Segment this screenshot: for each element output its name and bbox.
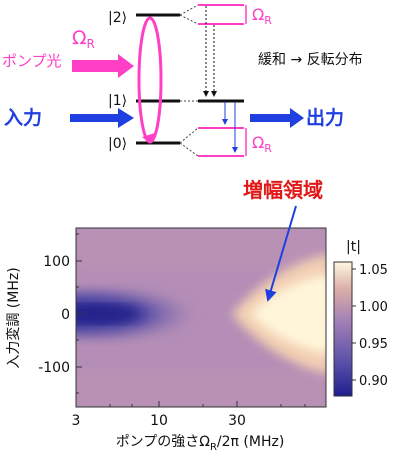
level-2-label: |2⟩ [108,10,127,26]
pump-label: ポンプ光 [2,52,62,70]
level-diagram: |2⟩ |1⟩ |0⟩ ΩR ΩR [2,4,363,157]
pump-cycle-ellipse [137,16,163,144]
colorbar: |t| 1.05 1.00 0.95 0.90 [333,239,388,397]
level-0-label: |0⟩ [108,136,127,152]
relaxation-arrows [203,6,217,97]
y-tick-label: 100 [43,254,70,270]
colorbar-tick-label: 0.95 [359,337,388,352]
x-tick-label: 3 [72,413,81,429]
x-axis-ticks [75,401,306,407]
y-tick-label: -100 [38,360,70,376]
gain-region-label: 増幅領域 [243,178,323,202]
input-label: 入力 [4,106,42,129]
colorbar-tick-label: 1.00 [359,300,388,315]
output-arrow [250,108,304,128]
output-label: 出力 [306,106,344,129]
y-axis-ticks [76,233,82,394]
x-tick-label: 10 [150,413,168,429]
colorbar-tick-label: 0.90 [359,374,388,389]
omega-lower-symbol: ΩR [252,133,272,155]
pump-omega-symbol: ΩR [72,27,95,51]
omega-upper-symbol: ΩR [252,5,272,27]
emission-arrows [222,102,238,153]
gain-region-annotation: 増幅領域 [243,178,323,302]
splitting-connectors [179,4,199,157]
gain-pointer-arrow [265,205,297,302]
y-axis-label: 入力変調 (MHz) [5,267,22,368]
colorbar-gradient [333,261,353,397]
heatmap-plot: 100 0 -100 3 10 30 入力変調 (MHz) ポンプの強さΩR/2… [5,227,327,453]
plot-frame [75,227,327,408]
colorbar-ticks [352,268,356,381]
relaxation-label: 緩和 → 反転分布 [258,52,363,68]
colorbar-title: |t| [346,239,361,255]
y-tick-label: 0 [61,307,70,323]
absorption-band [76,288,207,340]
pump-arrow [72,54,134,78]
x-axis-label: ポンプの強さΩR/2π (MHz) [116,434,285,453]
pump-cycle-arrowhead [142,133,155,143]
colorbar-tick-label: 1.05 [359,263,388,278]
x-tick-label: 30 [228,413,246,429]
input-arrow [70,108,134,128]
level-1-label: |1⟩ [108,93,127,109]
heatmap-image [76,228,326,407]
